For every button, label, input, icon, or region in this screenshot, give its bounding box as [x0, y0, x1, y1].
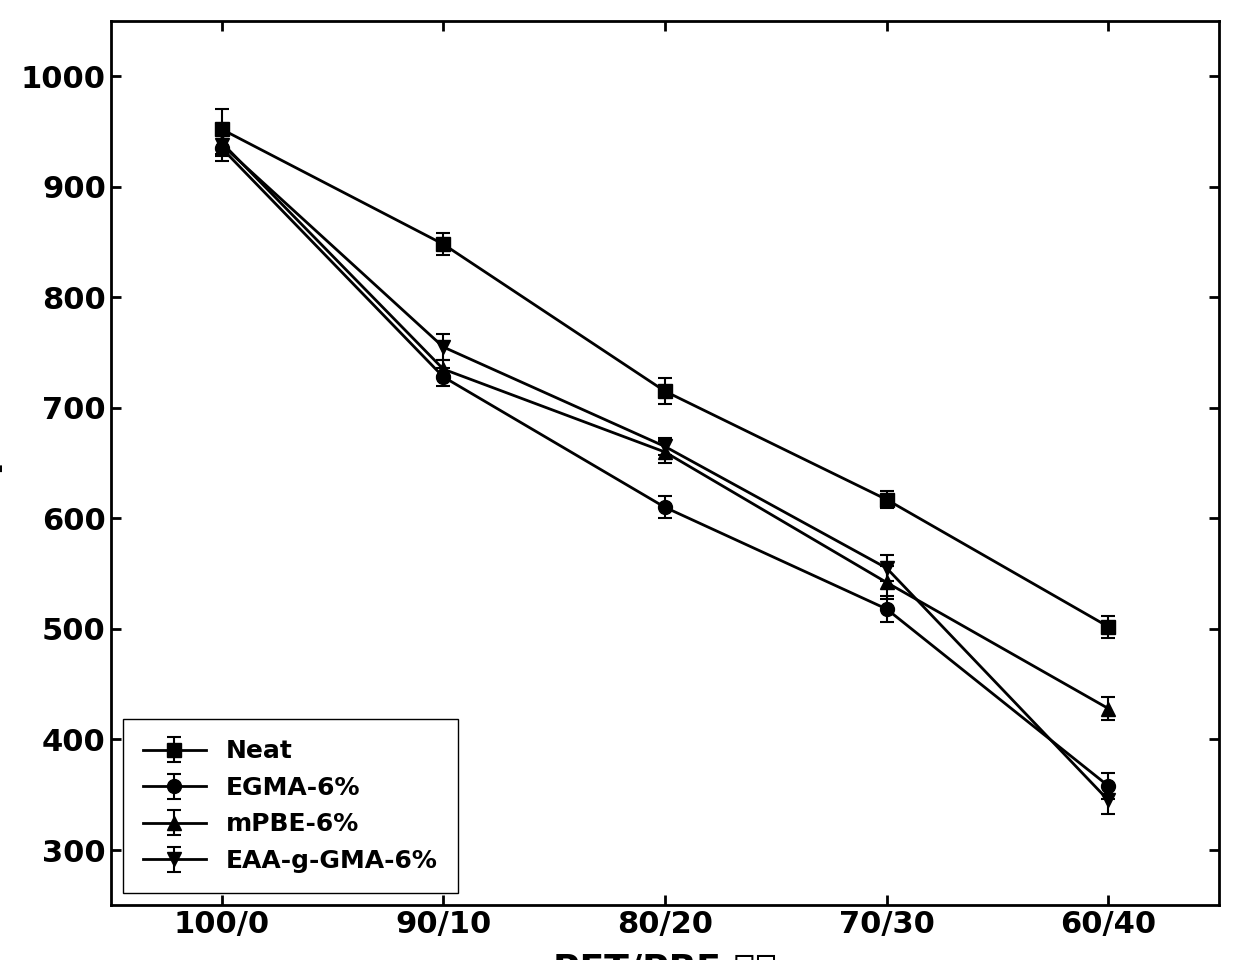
X-axis label: PET/PBE 配比: PET/PBE 配比	[553, 953, 776, 960]
Legend: Neat, EGMA-6%, mPBE-6%, EAA-g-GMA-6%: Neat, EGMA-6%, mPBE-6%, EAA-g-GMA-6%	[123, 719, 458, 893]
